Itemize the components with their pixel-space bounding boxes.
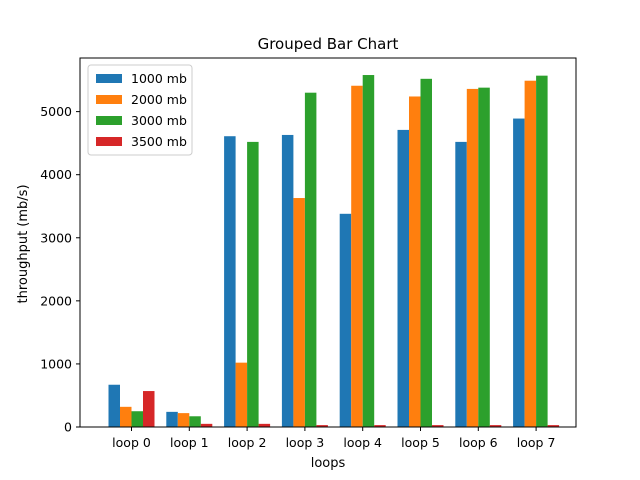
bar-3500-mb-loop-6 xyxy=(489,425,502,427)
x-tick-label: loop 0 xyxy=(112,435,151,450)
x-tick-label: loop 4 xyxy=(343,435,382,450)
x-axis-label: loops xyxy=(311,456,346,471)
legend-swatch-3500-mb xyxy=(96,137,122,146)
bar-1000-mb-loop-6 xyxy=(455,141,467,427)
bar-1000-mb-loop-0 xyxy=(108,384,120,427)
bar-2000-mb-loop-1 xyxy=(177,413,190,427)
bar-1000-mb-loop-5 xyxy=(397,129,409,427)
bar-2000-mb-loop-6 xyxy=(466,88,479,427)
bar-2000-mb-loop-2 xyxy=(235,362,248,427)
y-tick-label: 3000 xyxy=(40,230,72,245)
legend-label-1000-mb: 1000 mb xyxy=(131,71,187,86)
legend-label-3500-mb: 3500 mb xyxy=(131,134,187,149)
bar-3500-mb-loop-3 xyxy=(316,425,328,427)
bar-1000-mb-loop-7 xyxy=(513,118,525,428)
y-axis-ticks: 0 1000 2000 3000 4000 5000 xyxy=(40,104,80,435)
bar-3000-mb-loop-7 xyxy=(536,75,548,427)
bar-1000-mb-loop-1 xyxy=(166,411,178,427)
legend: 1000 mb 2000 mb 3000 mb 3500 mb xyxy=(87,64,193,156)
x-tick-label: loop 1 xyxy=(170,435,209,450)
bar-1000-mb-loop-4 xyxy=(339,213,352,427)
bar-1000-mb-loop-3 xyxy=(281,134,294,427)
bar-3000-mb-loop-0 xyxy=(131,411,143,427)
legend-swatch-2000-mb xyxy=(96,95,122,104)
bar-1000-mb-loop-2 xyxy=(224,136,236,427)
bar-3500-mb-loop-2 xyxy=(258,423,271,427)
legend-label-3000-mb: 3000 mb xyxy=(131,113,187,128)
plot-area-frame xyxy=(79,57,577,428)
x-axis-ticks: loop 0 loop 1 loop 2 loop 3 loop 4 loop 5 loop… xyxy=(112,427,555,450)
bars-layer xyxy=(108,75,560,428)
y-tick-label: 5000 xyxy=(40,104,72,119)
bar-3500-mb-loop-7 xyxy=(547,425,560,427)
bar-2000-mb-loop-3 xyxy=(293,198,305,427)
bar-3000-mb-loop-1 xyxy=(189,416,201,427)
y-tick-label: 0 xyxy=(64,420,72,435)
bar-3000-mb-loop-4 xyxy=(362,75,375,427)
y-tick-label: 2000 xyxy=(40,293,72,308)
x-tick-label: loop 3 xyxy=(286,435,325,450)
y-tick-label: 1000 xyxy=(40,356,72,371)
x-tick-label: loop 5 xyxy=(401,435,440,450)
chart-title: Grouped Bar Chart xyxy=(258,35,399,53)
bar-3000-mb-loop-3 xyxy=(304,92,317,427)
x-tick-label: loop 6 xyxy=(459,435,498,450)
legend-swatch-3000-mb xyxy=(96,116,122,125)
bar-2000-mb-loop-5 xyxy=(409,96,421,427)
x-tick-label: loop 7 xyxy=(517,435,556,450)
x-tick-label: loop 2 xyxy=(228,435,267,450)
legend-swatch-1000-mb xyxy=(96,74,122,83)
bar-3500-mb-loop-5 xyxy=(432,425,444,427)
bar-2000-mb-loop-4 xyxy=(351,85,363,427)
y-axis-label: throughput (mb/s) xyxy=(16,184,31,303)
bar-2000-mb-loop-0 xyxy=(120,406,132,427)
bar-3500-mb-loop-0 xyxy=(143,391,155,427)
bar-2000-mb-loop-7 xyxy=(524,80,537,428)
bar-3500-mb-loop-1 xyxy=(200,423,213,427)
bar-3000-mb-loop-5 xyxy=(420,78,432,427)
legend-label-2000-mb: 2000 mb xyxy=(131,92,187,107)
bar-3000-mb-loop-2 xyxy=(247,141,259,427)
bar-3000-mb-loop-6 xyxy=(478,87,490,428)
y-tick-label: 4000 xyxy=(40,167,72,182)
legend-box xyxy=(87,64,193,156)
bar-3500-mb-loop-4 xyxy=(374,425,386,427)
